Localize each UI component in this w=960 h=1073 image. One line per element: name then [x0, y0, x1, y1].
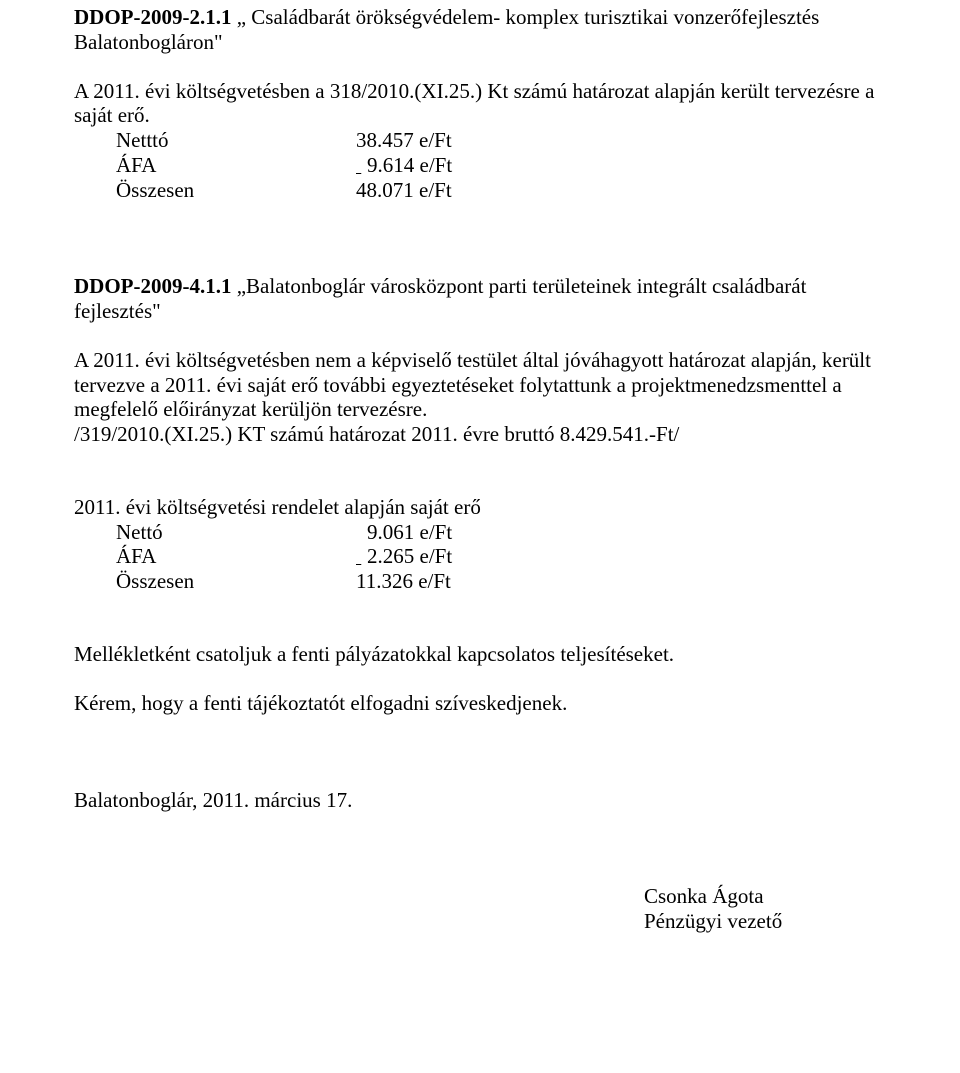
- section2-para: A 2011. évi költségvetésben nem a képvis…: [74, 348, 886, 422]
- section1-table: Netttó 38.457 e/Ft ÁFA 9.614 e/Ft Összes…: [74, 128, 452, 202]
- row-afa: ÁFA 9.614 e/Ft: [74, 153, 452, 178]
- spacer: [74, 716, 886, 788]
- section2-title: DDOP-2009-4.1.1 „Balatonboglár városközp…: [74, 274, 886, 324]
- signature-block: Csonka Ágota Pénzügyi vezető: [644, 884, 886, 934]
- afa-label: ÁFA: [74, 153, 356, 178]
- spacer: [74, 55, 886, 79]
- spacer: [74, 447, 886, 495]
- netto-value-text: 9.061 e/Ft: [367, 520, 452, 544]
- spacer: [74, 324, 886, 348]
- signature-name: Csonka Ágota: [644, 884, 886, 909]
- osszesen3-label: Összesen: [74, 569, 356, 594]
- row-osszesen3: Összesen 11.326 e/Ft: [74, 569, 452, 594]
- nettto-value: 38.457 e/Ft: [356, 128, 452, 153]
- spacer: [74, 812, 886, 884]
- osszesen-label: Összesen: [74, 178, 356, 203]
- osszesen3-value: 11.326 e/Ft: [356, 569, 452, 594]
- closing-line1: Mellékletként csatoljuk a fenti pályázat…: [74, 642, 886, 667]
- afa-value: 9.614 e/Ft: [356, 153, 452, 178]
- nettto-label: Netttó: [74, 128, 356, 153]
- section1-para: A 2011. évi költségvetésben a 318/2010.(…: [74, 79, 886, 129]
- afa3-label: ÁFA: [74, 544, 356, 569]
- spacer: [74, 202, 886, 274]
- afa-value-text: 9.614 e/Ft: [367, 153, 452, 177]
- afa3-value: 2.265 e/Ft: [356, 544, 452, 569]
- row-netto: Nettó 9.061 e/Ft: [74, 520, 452, 545]
- netto-label: Nettó: [74, 520, 356, 545]
- osszesen-value: 48.071 e/Ft: [356, 178, 452, 203]
- spacer: [74, 594, 886, 642]
- section3-table: Nettó 9.061 e/Ft ÁFA 2.265 e/Ft Összesen…: [74, 520, 452, 594]
- afa3-value-text: 2.265 e/Ft: [367, 544, 452, 568]
- row-nettto: Netttó 38.457 e/Ft: [74, 128, 452, 153]
- row-osszesen: Összesen 48.071 e/Ft: [74, 178, 452, 203]
- section2-resolution: /319/2010.(XI.25.) KT számú határozat 20…: [74, 422, 886, 447]
- section1-title-code: DDOP-2009-2.1.1: [74, 5, 231, 29]
- section3-heading: 2011. évi költségvetési rendelet alapján…: [74, 495, 886, 520]
- spacer: [74, 667, 886, 691]
- netto-value: 9.061 e/Ft: [356, 520, 452, 545]
- section1-title: DDOP-2009-2.1.1 „ Családbarát örökségvéd…: [74, 5, 886, 55]
- signature-title: Pénzügyi vezető: [644, 909, 886, 934]
- section2-title-code: DDOP-2009-4.1.1: [74, 274, 231, 298]
- dateline: Balatonboglár, 2011. március 17.: [74, 788, 886, 813]
- row-afa3: ÁFA 2.265 e/Ft: [74, 544, 452, 569]
- closing-line2: Kérem, hogy a fenti tájékoztatót elfogad…: [74, 691, 886, 716]
